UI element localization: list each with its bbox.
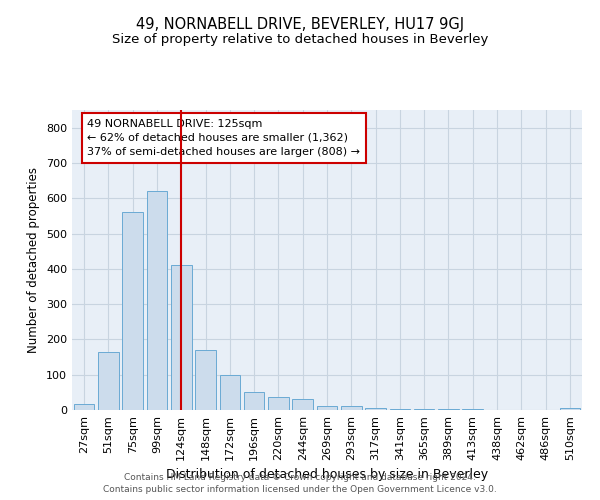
Text: Contains HM Land Registry data © Crown copyright and database right 2024.
Contai: Contains HM Land Registry data © Crown c… (103, 472, 497, 494)
Bar (414, 408, 434, 410)
Bar (98, 352, 119, 410)
Text: Size of property relative to detached houses in Beverley: Size of property relative to detached ho… (112, 32, 488, 46)
Bar (146, 191, 167, 410)
Bar (389, 408, 410, 410)
Bar (365, 408, 386, 410)
X-axis label: Distribution of detached houses by size in Beverley: Distribution of detached houses by size … (166, 468, 488, 481)
Y-axis label: Number of detached properties: Number of detached properties (28, 167, 40, 353)
Bar (292, 398, 313, 410)
Text: 49, NORNABELL DRIVE, BEVERLEY, HU17 9GJ: 49, NORNABELL DRIVE, BEVERLEY, HU17 9GJ (136, 18, 464, 32)
Bar (438, 409, 459, 410)
Bar (341, 406, 362, 410)
Text: 49 NORNABELL DRIVE: 125sqm
← 62% of detached houses are smaller (1,362)
37% of s: 49 NORNABELL DRIVE: 125sqm ← 62% of deta… (88, 119, 360, 157)
Bar (317, 406, 337, 410)
Bar (195, 350, 216, 410)
Bar (244, 392, 265, 410)
Bar (268, 396, 289, 410)
Bar (171, 266, 191, 410)
Bar (122, 212, 143, 410)
Bar (220, 374, 240, 410)
Bar (74, 404, 94, 410)
Bar (560, 408, 580, 410)
